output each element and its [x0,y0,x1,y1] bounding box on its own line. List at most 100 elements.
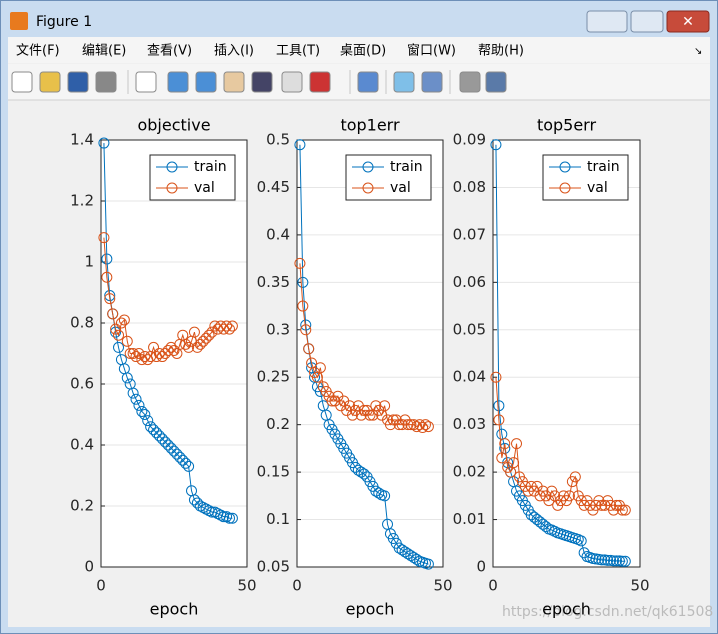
axes-background [493,140,640,567]
toolbar-button[interactable] [281,71,303,93]
data-point [414,419,426,431]
app-icon [10,12,28,30]
toolbar-button[interactable] [39,71,61,93]
minimize-button[interactable] [586,10,628,33]
data-point [422,558,434,570]
data-point [373,487,385,499]
menu-item[interactable]: 桌面(D) [340,44,386,59]
data-point [206,326,218,338]
data-point [294,139,306,151]
data-point [300,324,312,336]
data-point [499,438,511,450]
data-point [127,387,139,399]
data-point [148,424,160,436]
toolbar-button[interactable] [95,71,117,93]
window-title: Figure 1 [36,14,92,30]
menu-item[interactable]: 工具(T) [276,44,320,59]
data-point [188,494,200,506]
toolbar-button[interactable] [485,71,507,93]
y-tick-label: 0.07 [453,225,486,243]
y-tick-label: 0.45 [257,178,290,196]
menu-item[interactable]: 编辑(E) [82,44,126,59]
data-point [127,348,139,359]
legend-marker [166,182,178,194]
legend-box [149,154,236,201]
x-axis-label: epoch [346,600,395,619]
menu-arrow: ↘ [694,46,702,57]
toolbar-button[interactable] [223,71,245,93]
y-tick-label: 0.35 [257,273,290,291]
data-point [508,457,520,469]
data-point [156,433,168,445]
toolbar-button[interactable] [459,71,481,93]
menu-item[interactable]: 插入(I) [214,44,254,59]
y-tick-label: 0.05 [453,320,486,338]
menu-item[interactable]: 查看(V) [147,43,192,59]
data-point [98,232,110,244]
data-point [297,300,309,312]
legend-marker [362,161,374,173]
data-point [408,552,420,564]
axes-background [297,140,443,567]
menu-item[interactable]: 窗口(W) [407,43,456,59]
toolbar-button[interactable] [251,71,273,93]
data-point [370,485,382,497]
data-point [496,452,508,464]
toolbar-button[interactable] [67,71,89,93]
data-point [136,405,148,417]
data-point [221,320,233,332]
data-point [352,464,364,476]
data-point [616,555,628,567]
toolbar-button[interactable] [393,71,415,93]
data-point [118,314,130,326]
toolbar-button[interactable] [135,71,157,93]
x-tick-label: 50 [433,577,452,595]
data-point [183,460,195,472]
data-point [379,400,391,412]
menu-item[interactable]: 帮助(H) [478,44,524,59]
data-point [197,335,209,347]
maximize-button[interactable] [630,10,664,33]
data-point [619,555,631,567]
data-point [563,490,575,502]
axes-title: objective [137,116,210,135]
y-tick-label: 0.08 [453,178,486,196]
data-point [619,504,631,516]
legend-label: val [390,180,411,196]
y-tick-label: 0.06 [453,273,486,291]
data-point [171,448,183,460]
toolbar-button[interactable] [309,71,331,93]
toolbar-button[interactable] [421,71,443,93]
toolbar-button[interactable] [195,71,217,93]
data-point [616,504,628,516]
data-point [294,257,306,269]
series-line [495,377,626,512]
data-point [159,436,171,448]
data-point [399,546,411,558]
toolbar-button[interactable] [11,71,33,93]
y-tick-label: 0 [84,558,94,576]
data-point [396,544,408,556]
y-tick-label: 1.4 [70,131,94,149]
axes-title: top1err [340,116,400,135]
data-point [104,293,116,305]
y-tick-label: 0.15 [257,463,290,481]
toolbar-icons [11,70,507,94]
x-tick-label: 50 [630,577,649,595]
menu-item[interactable]: 文件(F) [16,44,60,59]
data-point [142,415,154,427]
data-point [130,393,142,405]
data-point [145,421,157,433]
close-button[interactable] [666,10,710,33]
menu-bar [8,37,710,63]
data-point [493,414,505,426]
y-tick-label: 0.2 [266,415,290,433]
toolbar-button[interactable] [167,71,189,93]
data-point [314,362,326,374]
data-point [596,554,608,566]
toolbar-button[interactable] [357,71,379,93]
y-tick-label: 0 [476,558,486,576]
data-point [203,329,215,341]
data-point [121,335,133,347]
data-point [402,419,414,431]
